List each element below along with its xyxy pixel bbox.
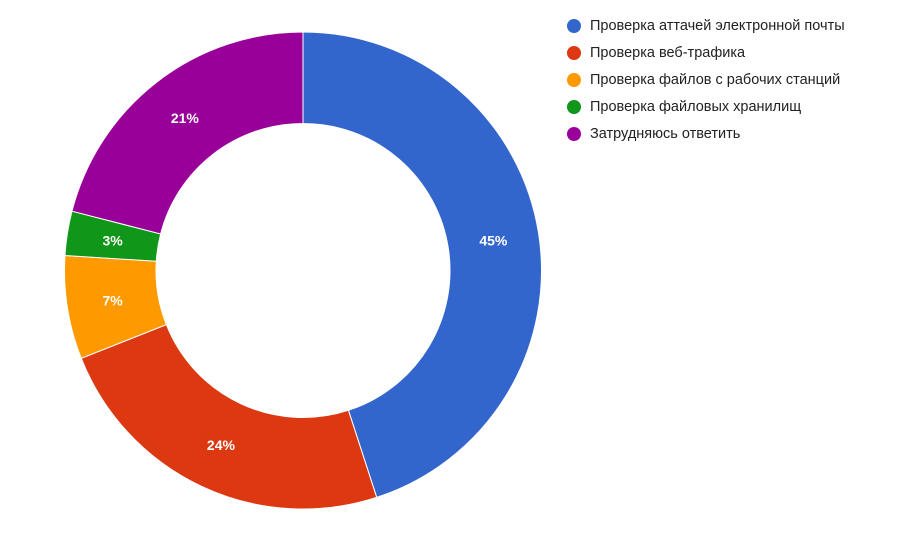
donut-slice[interactable]: [80, 323, 378, 510]
legend-item[interactable]: Проверка файлов с рабочих станций: [567, 70, 867, 91]
legend-item[interactable]: Проверка файловых хранилищ: [567, 97, 867, 118]
slice-data-label: 7%: [103, 293, 124, 309]
donut-slice[interactable]: [302, 31, 542, 498]
legend-label: Проверка аттачей электронной почты: [590, 18, 845, 34]
legend-label: Проверка веб-трафика: [590, 45, 746, 61]
legend-label: Проверка файлов с рабочих станций: [590, 72, 841, 88]
legend-swatch: [567, 19, 581, 33]
donut-slice[interactable]: [71, 31, 304, 235]
slice-data-label: 3%: [103, 232, 124, 248]
legend-swatch: [567, 127, 581, 141]
slice-data-label: 21%: [171, 110, 200, 126]
legend-label: Проверка файловых хранилищ: [590, 99, 802, 115]
slice-data-label: 45%: [479, 232, 508, 248]
legend-item[interactable]: Затрудняюсь ответить: [567, 124, 867, 145]
legend-item[interactable]: Проверка веб-трафика: [567, 43, 867, 64]
legend-label: Затрудняюсь ответить: [590, 126, 741, 142]
legend-swatch: [567, 46, 581, 60]
legend-swatch: [567, 100, 581, 114]
legend-swatch: [567, 73, 581, 87]
legend: Проверка аттачей электронной почты Прове…: [567, 16, 867, 151]
slice-data-label: 24%: [207, 437, 236, 453]
legend-item[interactable]: Проверка аттачей электронной почты: [567, 16, 867, 37]
